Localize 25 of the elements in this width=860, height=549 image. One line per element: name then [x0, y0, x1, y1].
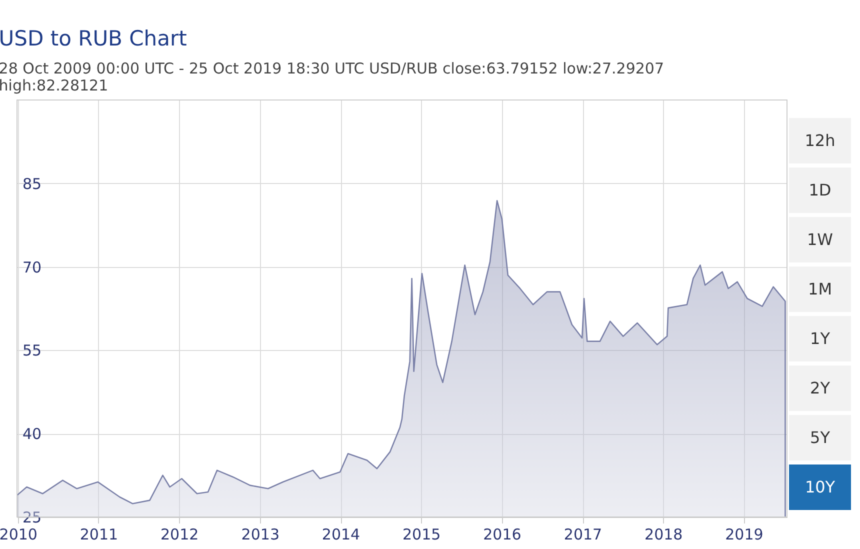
y-tick-label: 70 [22, 258, 42, 276]
x-tick-label: 2015 [402, 526, 441, 544]
x-tick-label: 2011 [80, 526, 118, 544]
text: 1D [808, 180, 832, 200]
text: 10Y [804, 477, 836, 496]
text: high:82.28121 [0, 76, 108, 94]
text: 1W [807, 230, 834, 249]
text: 1M [808, 279, 832, 298]
text: 28 Oct 2009 00:00 UTC - 25 Oct 2019 18:30 UTC USD/RUB close:63.79152 low:27.29207 [0, 60, 664, 78]
y-tick-label: 40 [22, 425, 42, 444]
y-tick-label: 55 [22, 342, 42, 360]
x-tick-label: 2016 [483, 526, 522, 544]
text: 1Y [810, 328, 830, 348]
text: 2Y [810, 378, 830, 398]
x-tick-label: 2012 [160, 526, 199, 544]
x-tick-label: 2019 [725, 526, 764, 544]
x-tick-label: 2018 [644, 526, 683, 544]
x-tick-label: 2010 [0, 526, 38, 544]
text: 5Y [810, 428, 830, 447]
y-tick-label: 85 [22, 174, 42, 193]
chart-title: USD to RUB Chart [0, 26, 187, 50]
x-tick-label: 2017 [564, 526, 602, 544]
x-tick-label: 2013 [241, 526, 280, 544]
x-tick-label: 2014 [322, 526, 360, 544]
text: 12h [804, 130, 836, 150]
